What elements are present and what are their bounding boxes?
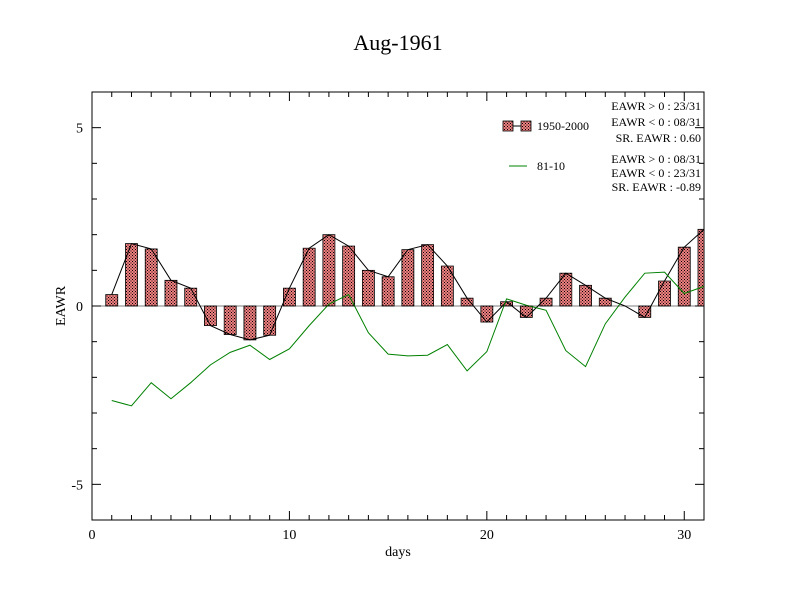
bar-1950-2000 bbox=[697, 228, 705, 307]
legend: 1950-2000 81-10 EAWR > 0 : 23/31 EAWR < … bbox=[502, 99, 701, 194]
bar-1950-2000 bbox=[125, 243, 138, 307]
bar-1950-2000 bbox=[658, 280, 671, 307]
y-tick-label: 0 bbox=[76, 300, 83, 315]
bar-1950-2000 bbox=[519, 305, 533, 318]
x-tick-label: 20 bbox=[480, 528, 494, 543]
line-series bbox=[92, 228, 705, 407]
stats-8110-positive: EAWR > 0 : 08/31 bbox=[611, 152, 701, 166]
bar-1950-2000 bbox=[401, 249, 415, 307]
bar-1950-2000 bbox=[105, 294, 119, 307]
bar-1950-2000 bbox=[263, 305, 277, 336]
x-tick-label: 10 bbox=[282, 528, 296, 543]
bar-1950-2000 bbox=[677, 246, 691, 307]
stats-8110-negative: EAWR < 0 : 23/31 bbox=[611, 166, 701, 180]
bar-1950-2000 bbox=[322, 234, 336, 307]
x-tick-label: 0 bbox=[89, 528, 96, 543]
stats-1950-positive: EAWR > 0 : 23/31 bbox=[611, 99, 701, 113]
bar-1950-2000 bbox=[460, 297, 474, 307]
bar-1950-2000 bbox=[243, 305, 257, 341]
bar-1950-2000 bbox=[204, 305, 217, 327]
x-axis-label: days bbox=[385, 545, 411, 560]
bar-1950-2000 bbox=[144, 248, 158, 307]
legend-swatch-left-1950-2000 bbox=[502, 120, 514, 132]
y-tick-label: 5 bbox=[76, 122, 83, 137]
bar-series-1950-2000 bbox=[105, 228, 705, 341]
stats-1950-negative: EAWR < 0 : 08/31 bbox=[611, 115, 701, 129]
bar-1950-2000 bbox=[480, 305, 494, 323]
bar-1950-2000 bbox=[421, 244, 435, 307]
line-1950-2000 bbox=[111, 228, 705, 341]
chart-title: Aug-1961 bbox=[353, 30, 442, 55]
legend-label-81-10: 81-10 bbox=[537, 159, 565, 173]
legend-label-1950-2000: 1950-2000 bbox=[537, 119, 589, 133]
legend-swatch-right-1950-2000 bbox=[520, 120, 532, 132]
bar-1950-2000 bbox=[381, 276, 395, 307]
stats-8110-sr: SR. EAWR : -0.89 bbox=[612, 180, 701, 194]
bar-1950-2000 bbox=[361, 269, 375, 307]
y-tick-label: -5 bbox=[71, 478, 83, 493]
bar-1950-2000 bbox=[638, 305, 652, 318]
bar-1950-2000 bbox=[223, 305, 237, 335]
bar-1950-2000 bbox=[164, 279, 178, 307]
x-tick-label: 30 bbox=[677, 528, 691, 543]
y-axis-label: EAWR bbox=[54, 285, 69, 326]
axis-ticks: 0 10 20 30 5 0 -5 bbox=[71, 92, 705, 543]
line-81-10 bbox=[111, 271, 705, 407]
stats-1950-sr: SR. EAWR : 0.60 bbox=[616, 131, 701, 145]
